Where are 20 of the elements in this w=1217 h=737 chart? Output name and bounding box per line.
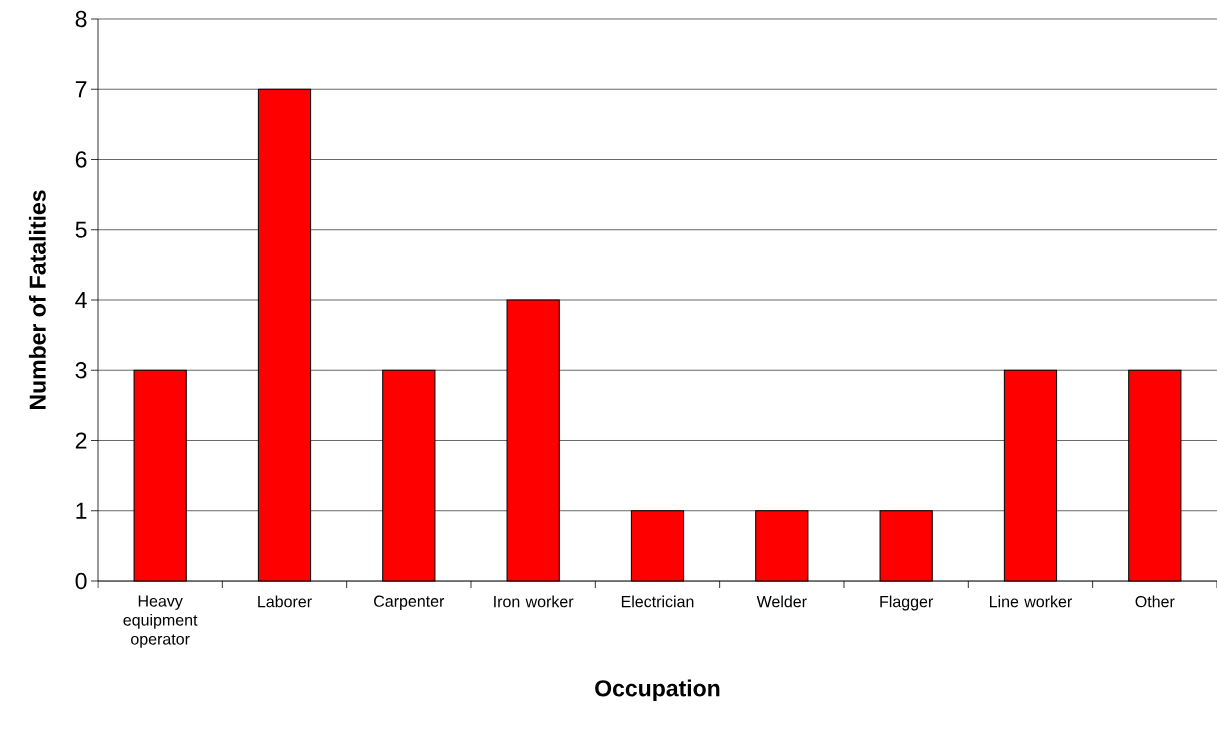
y-axis-title: Number of Fatalities xyxy=(28,190,46,410)
x-tick-label: Other xyxy=(1135,595,1175,608)
x-tick-label: Carpenter xyxy=(374,595,445,611)
y-tick-label: 8 xyxy=(75,10,87,28)
x-tick-label: Line worker xyxy=(990,595,1072,608)
x-tick-label: Welder xyxy=(756,595,807,608)
y-tick-label: 3 xyxy=(75,362,87,379)
y-tick-label: 5 xyxy=(75,221,87,238)
y-tick-label: 1 xyxy=(76,502,87,519)
y-tick-label: 4 xyxy=(75,292,87,308)
y-tick-label: 7 xyxy=(75,81,87,98)
x-tick-label: Iron worker xyxy=(494,595,574,608)
x-tick-label: Electrician xyxy=(621,595,694,608)
y-tick-label: 2 xyxy=(75,432,87,449)
y-tick-label: 0 xyxy=(75,572,87,590)
x-tick-label: Laborer xyxy=(258,595,312,608)
x-tick-label: Heavy equipment operator xyxy=(123,595,198,648)
y-tick-label: 6 xyxy=(75,151,87,168)
x-tick-label: Flagger xyxy=(880,595,933,611)
x-axis-title: Occupation xyxy=(595,679,720,701)
